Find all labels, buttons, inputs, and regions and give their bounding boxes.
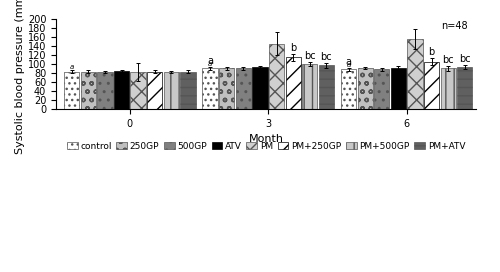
Bar	[302, 64, 318, 109]
Text: a: a	[207, 56, 213, 66]
Text: a: a	[208, 61, 212, 67]
Bar	[180, 72, 196, 109]
Bar	[341, 69, 356, 109]
Bar	[408, 39, 422, 109]
Text: a: a	[346, 61, 350, 67]
Y-axis label: Systolic blood pressure (mmHG): Systolic blood pressure (mmHG)	[15, 0, 25, 154]
Text: a: a	[70, 64, 74, 70]
Bar	[424, 62, 440, 109]
Bar	[286, 57, 301, 109]
Text: bc: bc	[304, 51, 316, 61]
Bar	[269, 44, 284, 109]
Text: a: a	[346, 57, 352, 67]
Bar	[391, 67, 406, 109]
X-axis label: Month: Month	[248, 134, 284, 144]
Bar	[374, 69, 390, 109]
Bar	[219, 69, 234, 109]
Text: bc: bc	[320, 52, 332, 62]
Text: b: b	[428, 47, 434, 57]
Bar	[114, 71, 129, 109]
Bar	[147, 72, 162, 109]
Text: n=48: n=48	[441, 21, 468, 31]
Legend: control, 250GP, 500GP, ATV, PM, PM+250GP, PM+500GP, PM+ATV: control, 250GP, 500GP, ATV, PM, PM+250GP…	[63, 138, 469, 155]
Bar	[319, 65, 334, 109]
Text: b: b	[290, 43, 296, 53]
Bar	[236, 69, 251, 109]
Bar	[457, 67, 472, 109]
Text: bc: bc	[459, 54, 470, 64]
Bar	[164, 72, 179, 109]
Bar	[202, 69, 218, 109]
Bar	[440, 69, 456, 109]
Bar	[130, 72, 146, 109]
Bar	[64, 72, 80, 109]
Text: bc: bc	[442, 55, 454, 65]
Bar	[358, 68, 373, 109]
Bar	[98, 72, 112, 109]
Bar	[252, 67, 268, 109]
Bar	[80, 72, 96, 109]
